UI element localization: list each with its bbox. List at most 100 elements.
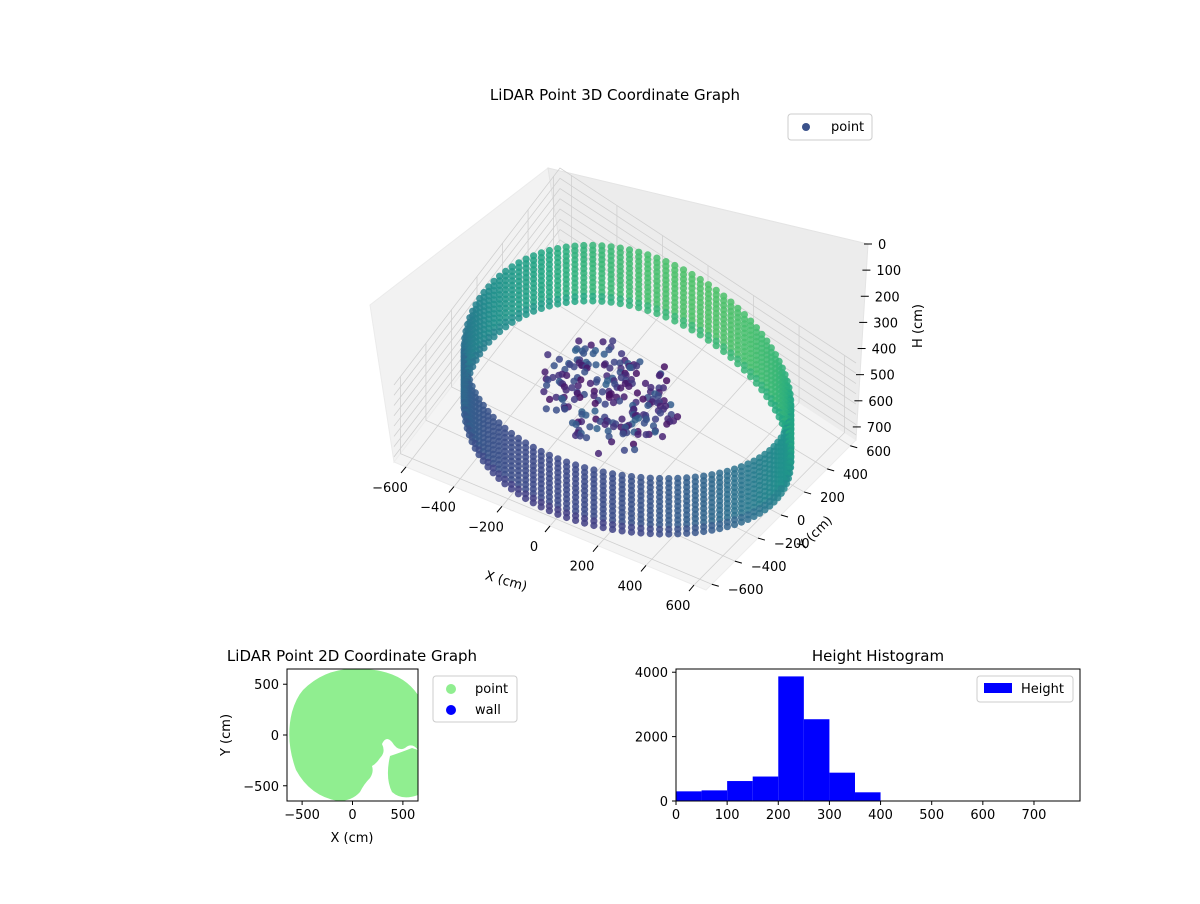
y-tick-mark (803, 491, 812, 495)
lidar-point (586, 423, 594, 431)
z-tick-label: 400 (872, 343, 897, 358)
lidar-point (752, 379, 761, 387)
lidar-point (651, 415, 660, 423)
lidar-point (654, 392, 662, 400)
lidar-point (561, 405, 569, 413)
lidar-point (761, 506, 769, 514)
z-tick-label: 300 (873, 316, 898, 331)
lidar-point (602, 380, 610, 388)
lidar-point (558, 395, 567, 403)
lidar-point (600, 350, 608, 358)
lidar-point (554, 510, 562, 518)
lidar-point (592, 378, 600, 386)
x-tick-mark (496, 505, 503, 513)
lidar-point (679, 321, 688, 329)
lidar-point (542, 405, 550, 413)
lidar-point (766, 502, 774, 510)
y-tick-label-histogram: 4000 (635, 666, 668, 681)
x-tick-mark (544, 525, 551, 533)
histogram-bars (676, 676, 881, 801)
lidar-point (582, 434, 591, 442)
lidar-point (529, 499, 537, 507)
x-tick-label: −600 (372, 481, 408, 496)
lidar-point (620, 393, 628, 401)
lidar-point (634, 430, 642, 438)
legend-label-wall: wall (475, 703, 501, 718)
lidar-point (616, 300, 624, 308)
lidar-point (572, 516, 580, 525)
lidar-point (598, 297, 606, 305)
lidar-point (589, 297, 597, 305)
lidar-point (656, 409, 665, 417)
lidar-point (552, 393, 560, 401)
y-tick-label: −400 (751, 560, 787, 575)
lidar-point (580, 297, 588, 305)
x-tick-label-2d: 0 (348, 808, 356, 823)
chart-2d: LiDAR Point 2D Coordinate Graph −500 0 500… (219, 647, 518, 846)
lidar-point (631, 446, 639, 454)
y-axis-label-2d: Y (cm) (219, 714, 234, 757)
legend-marker-point (802, 123, 810, 131)
chart-3d: LiDAR Point 3D Coordinate Graph −600 −400… (369, 86, 926, 614)
chart-2d-title: LiDAR Point 2D Coordinate Graph (227, 647, 477, 665)
grid-line (400, 453, 712, 585)
legend-histogram: Height (976, 675, 1074, 703)
y-tick-label: 0 (797, 514, 805, 529)
lidar-point (608, 438, 616, 446)
x-tick-label-2d: 500 (390, 808, 415, 823)
legend-box-histogram (976, 675, 1074, 703)
lidar-point (734, 360, 742, 368)
lidar-point (496, 328, 504, 336)
z-tick-label: 600 (868, 395, 893, 410)
point-area-patch (387, 748, 418, 798)
grid-line (393, 167, 857, 386)
lidar-point (576, 432, 584, 440)
lidar-point (581, 368, 589, 376)
lidar-point (541, 368, 549, 376)
lidar-point (591, 407, 599, 415)
lidar-point (639, 395, 647, 403)
lidar-point (616, 359, 624, 367)
x-tick-label: −400 (420, 501, 456, 516)
legend-marker-height (984, 683, 1012, 693)
lidar-point (644, 306, 652, 314)
lidar-point (562, 298, 570, 307)
y-tick-label: −200 (774, 537, 810, 552)
lidar-point (712, 342, 720, 350)
lidar-point (545, 507, 554, 515)
lidar-point (646, 530, 654, 538)
lidar-point (665, 530, 673, 538)
lidar-point (570, 377, 578, 385)
y-tick-label: −600 (728, 583, 764, 598)
lidar-point (658, 433, 667, 441)
z-tick-label: 500 (870, 369, 895, 384)
legend-2d: point wall (432, 675, 518, 723)
lidar-point (550, 362, 558, 370)
lidar-point (592, 361, 600, 369)
point-cloud (460, 241, 795, 538)
lidar-point (740, 366, 749, 374)
lidar-point (570, 395, 579, 404)
x-axis-label-2d: X (cm) (331, 831, 374, 846)
y-axis-ticks: −600 −400 −200 0 200 400 600 (711, 445, 891, 598)
lidar-point (599, 338, 607, 346)
lidar-point (635, 304, 643, 312)
lidar-point (708, 526, 716, 534)
x-axis-label: X (cm) (483, 568, 528, 594)
lidar-point (543, 381, 551, 389)
legend-label-point: point (831, 120, 864, 135)
lidar-point (704, 336, 713, 344)
y-tick-mark (757, 537, 766, 541)
lidar-point (653, 309, 661, 318)
lidar-point (615, 397, 624, 405)
lidar-point (644, 401, 652, 410)
z-axis-ticks: 0 100 200 300 400 500 600 700 (852, 238, 901, 436)
lidar-point (663, 377, 671, 385)
x-tick-label-histogram: 100 (715, 808, 740, 823)
y-tick-label-histogram: 2000 (635, 731, 668, 746)
lidar-point (546, 395, 554, 403)
legend-3d: point (787, 113, 873, 141)
lidar-point (618, 350, 626, 358)
histogram-bar (829, 772, 855, 801)
lidar-point (514, 490, 523, 498)
